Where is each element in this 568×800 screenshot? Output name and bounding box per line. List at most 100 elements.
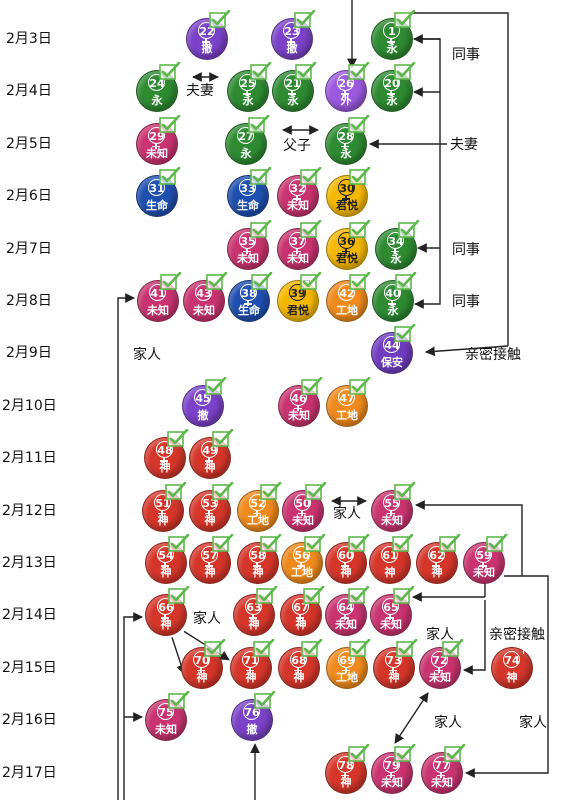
female-symbol-icon <box>289 231 306 254</box>
checkmark-icon <box>394 324 416 343</box>
date-label: 2月5日 <box>6 135 52 152</box>
case-node-33: 33 生命 <box>227 175 269 218</box>
female-symbol-icon <box>193 650 210 673</box>
female-symbol-icon <box>290 650 307 673</box>
case-category: 未知 <box>147 304 169 317</box>
checkmark-icon <box>300 272 322 290</box>
checkmark-icon <box>395 272 417 290</box>
checkmark-icon <box>398 219 420 238</box>
female-symbol-icon <box>338 650 355 673</box>
case-number: 51 <box>155 496 171 510</box>
case-number: 70 <box>194 653 210 667</box>
case-number: 22 <box>199 25 215 38</box>
female-symbol-icon <box>383 22 400 44</box>
case-category: 永 <box>287 94 299 108</box>
checkmark-icon <box>168 586 190 605</box>
case-category: 工地 <box>247 513 269 527</box>
case-number: 23 <box>284 25 300 38</box>
checkmark-icon <box>301 638 323 657</box>
case-category: 君悦 <box>336 251 358 265</box>
date-label: 2月9日 <box>6 345 52 362</box>
case-category: 撤 <box>286 42 298 55</box>
case-number: 62 <box>429 549 445 562</box>
checkmark-icon <box>159 167 181 185</box>
case-category: 神 <box>196 670 208 684</box>
case-number: 67 <box>293 601 309 615</box>
case-number: 41 <box>150 287 166 300</box>
case-number: 64 <box>338 601 354 615</box>
case-category: 未知 <box>473 566 495 579</box>
female-symbol-icon <box>383 74 400 97</box>
case-category: 工地 <box>336 408 358 422</box>
checkmark-icon <box>349 376 371 395</box>
female-symbol-icon <box>337 546 354 568</box>
checkmark-icon <box>256 586 278 605</box>
relation-label: 同事 <box>452 294 480 310</box>
case-category: 神 <box>431 566 443 579</box>
case-number: 36 <box>339 234 355 248</box>
case-category: 未知 <box>287 199 309 213</box>
connector-line <box>504 575 549 597</box>
female-symbol-icon <box>239 74 256 97</box>
case-node-52: 52 工地 <box>237 489 279 532</box>
case-number: 74 <box>504 653 520 667</box>
female-symbol-icon <box>382 598 399 621</box>
female-symbol-icon <box>337 74 354 97</box>
case-category: 未知 <box>381 513 403 527</box>
case-node-75: 75 未知 <box>145 699 187 742</box>
case-number: 33 <box>240 182 256 196</box>
checkmark-icon <box>349 272 371 290</box>
case-number: 65 <box>383 601 399 615</box>
case-category: 永 <box>386 42 398 55</box>
checkmark-icon <box>212 481 234 500</box>
case-number: 39 <box>290 287 306 300</box>
case-node-35: 35 未知 <box>227 227 269 270</box>
case-number: 38 <box>241 287 257 300</box>
female-symbol-icon <box>428 546 445 568</box>
connector-line <box>412 12 509 346</box>
checkmark-icon <box>160 272 182 290</box>
case-category: 未知 <box>380 618 402 632</box>
case-category: 永 <box>340 146 352 160</box>
checkmark-icon <box>348 743 370 762</box>
female-symbol-icon <box>157 598 174 621</box>
arrow-line <box>425 345 509 357</box>
case-category: 神 <box>295 618 307 632</box>
checkmark-icon <box>165 481 187 500</box>
checkmark-icon <box>212 429 234 447</box>
female-symbol-icon <box>239 231 256 254</box>
case-category: 神 <box>506 670 518 684</box>
case-node-37: 37 未知 <box>277 227 319 270</box>
date-label: 2月17日 <box>2 764 57 781</box>
date-label: 2月4日 <box>6 83 52 100</box>
case-node-42: 42 工地 <box>326 280 368 322</box>
case-node-58: 58 神 <box>237 542 279 584</box>
case-category: 永 <box>390 251 402 265</box>
case-category: 撤 <box>197 408 209 422</box>
case-number: 58 <box>250 549 266 562</box>
case-category: 未知 <box>288 408 310 422</box>
case-category: 永 <box>386 94 398 108</box>
case-number: 63 <box>246 601 262 615</box>
date-label: 2月15日 <box>2 659 57 676</box>
case-number: 40 <box>385 287 401 300</box>
female-symbol-icon <box>201 441 218 464</box>
case-category: 神 <box>384 566 396 579</box>
case-category: 神 <box>252 566 264 579</box>
case-category: 工地 <box>291 566 313 579</box>
female-symbol-icon <box>157 546 174 568</box>
female-symbol-icon <box>284 74 301 97</box>
case-number: 61 <box>382 549 398 562</box>
checkmark-icon <box>260 481 282 500</box>
checkmark-icon <box>167 429 189 447</box>
case-category: 神 <box>159 461 171 475</box>
case-number: 68 <box>291 653 307 667</box>
date-label: 2月7日 <box>6 240 52 257</box>
case-category: 永 <box>240 146 252 160</box>
female-symbol-icon <box>293 546 310 568</box>
case-number: 72 <box>432 653 448 667</box>
case-number: 57 <box>202 549 218 562</box>
